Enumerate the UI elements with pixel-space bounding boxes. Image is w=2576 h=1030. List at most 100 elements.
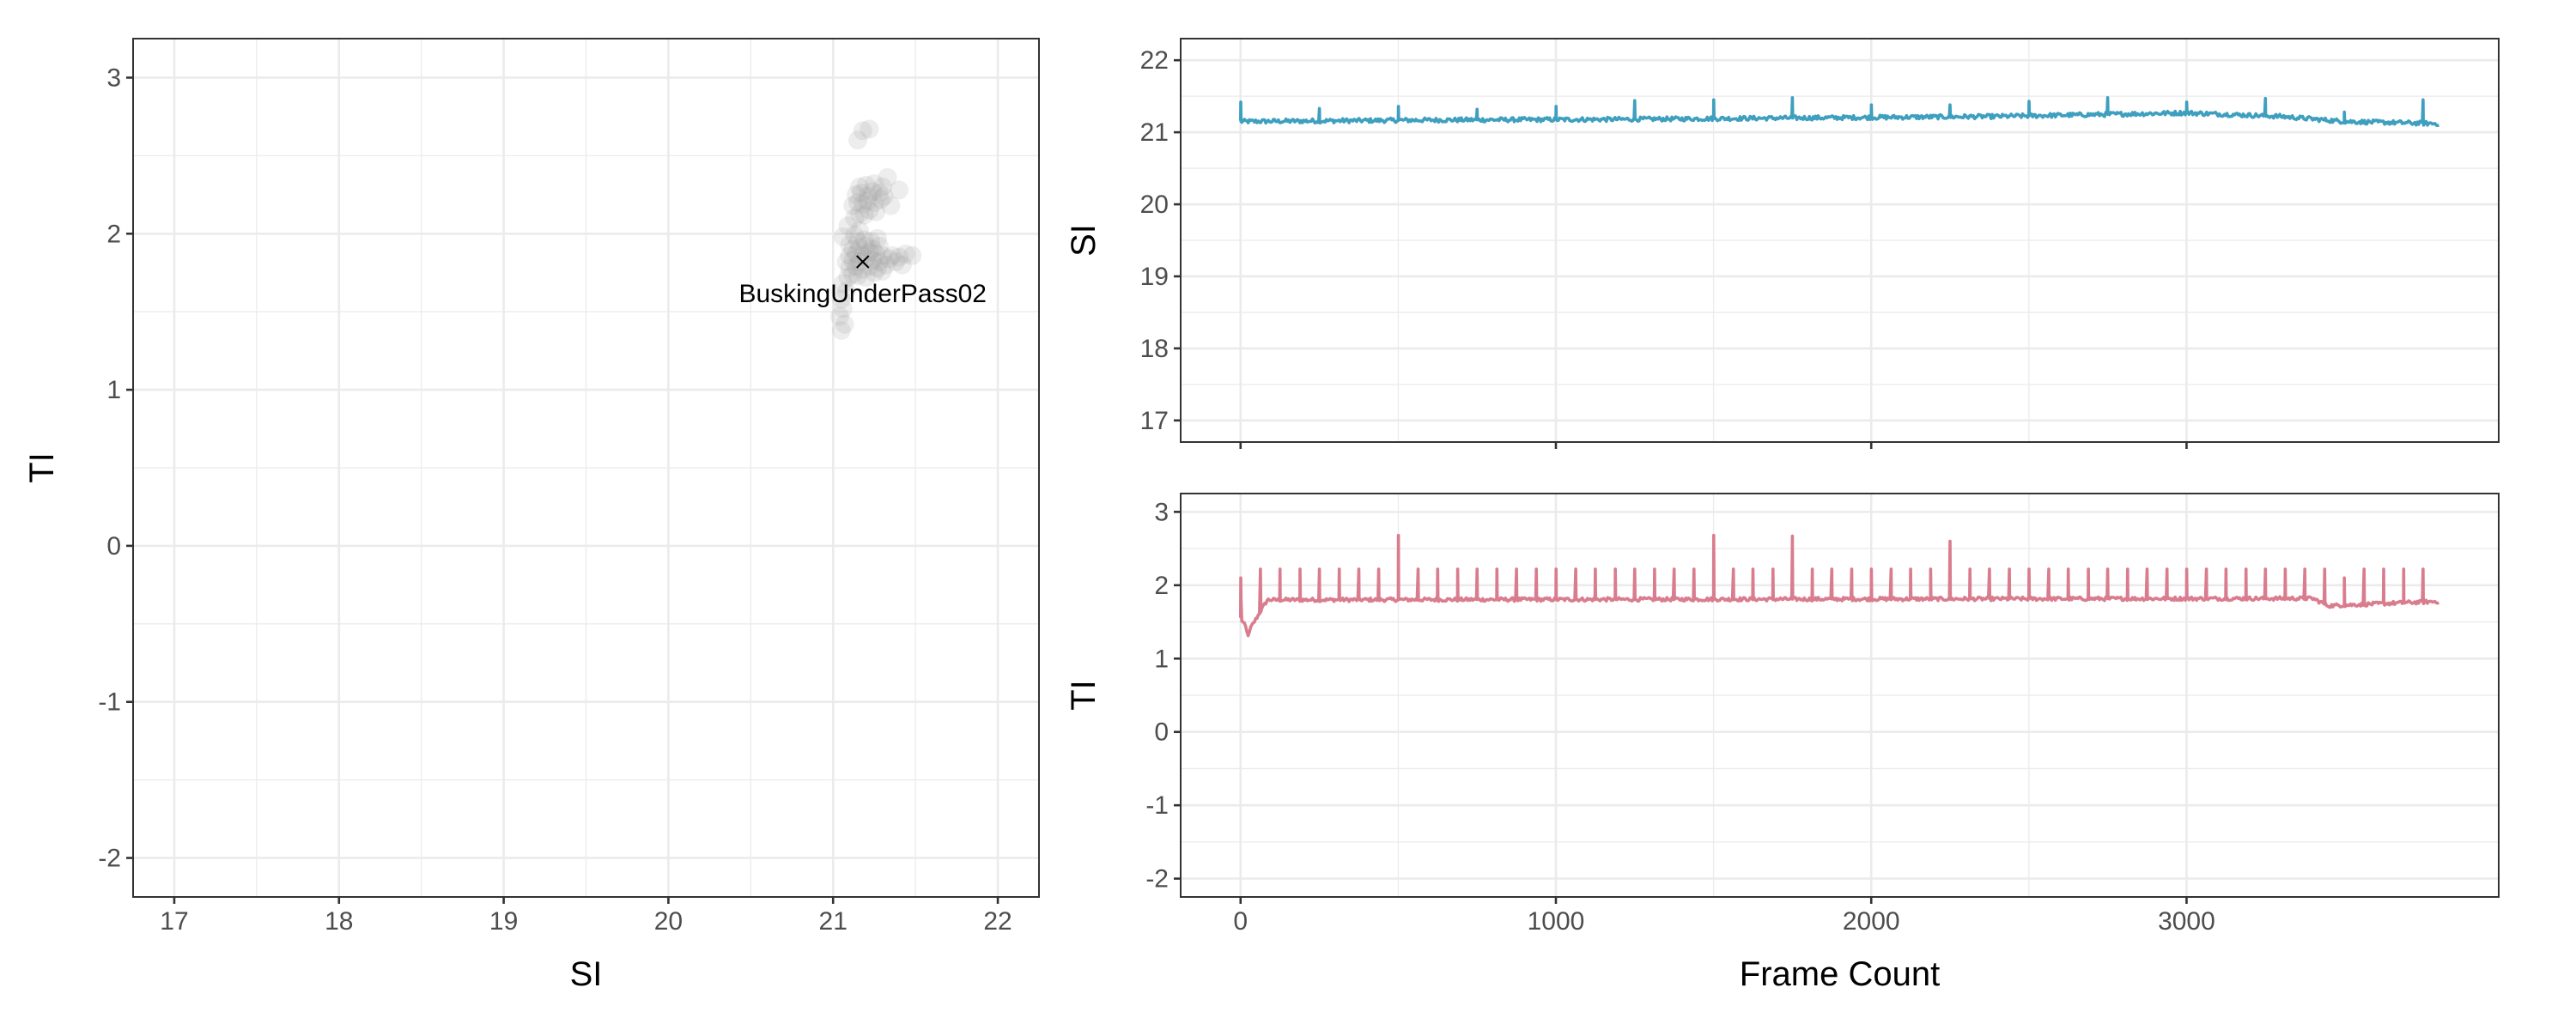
scatter-point [863, 239, 883, 259]
scatter-point [853, 245, 872, 265]
x-tick-label: 3000 [2158, 907, 2215, 936]
y-tick-label: 0 [1154, 718, 1169, 747]
scatter-point [869, 184, 889, 203]
scatter-point [861, 232, 881, 251]
x-tick-label: 20 [654, 907, 683, 936]
scatter-point [856, 236, 876, 256]
scatter-point [831, 289, 851, 309]
y-axis-title: TI [1065, 680, 1103, 711]
scatter-point [868, 258, 888, 278]
scatter-point [833, 227, 853, 246]
y-tick-label: 2 [106, 220, 121, 248]
scatter-point [840, 258, 860, 278]
si-ti-scatter-panel: 17 18 19 20 21 22 -2 -1 0 1 2 3 BuskingUnderPass02 SI… [23, 38, 1040, 993]
scatter-point [845, 209, 865, 228]
scatter-point [866, 202, 886, 221]
series-line [1239, 533, 2440, 638]
scatter-point [878, 167, 897, 187]
scatter-point [853, 260, 872, 280]
scatter-point [886, 252, 906, 271]
scatter-point [840, 245, 860, 265]
scatter-point [858, 186, 878, 206]
scatter-point [829, 306, 849, 326]
x-tick-label: 0 [1233, 907, 1248, 936]
scatter-point [848, 266, 867, 286]
scatter-point [848, 130, 867, 150]
scatter-point [838, 268, 858, 288]
x-tick-label: 17 [160, 907, 188, 936]
scatter-point [860, 119, 879, 139]
scatter-point [848, 192, 867, 212]
scatter-point [849, 203, 869, 223]
x-tick-label: 2000 [1843, 907, 1900, 936]
y-axis-title: TI [23, 452, 61, 483]
y-axis-title: SI [1065, 224, 1103, 257]
scatter-point [896, 244, 915, 264]
scatter-point [853, 194, 872, 214]
scatter-point [872, 177, 892, 197]
x-axis-title: SI [570, 955, 603, 993]
scatter-point [833, 274, 853, 294]
scatter-point [860, 201, 879, 220]
y-tick-label: -2 [98, 845, 121, 873]
y-tick-label: 2 [1154, 572, 1169, 600]
x-tick-label: 22 [983, 907, 1012, 936]
scatter-point [869, 236, 889, 256]
scatter-point [883, 245, 902, 265]
scatter-point [836, 252, 856, 271]
scatter-point [849, 177, 869, 197]
panel-border [1180, 493, 2500, 898]
scatter-point [847, 257, 866, 276]
x-tick-label: 21 [819, 907, 848, 936]
scatter-point [892, 255, 912, 275]
y-tick-label: 22 [1140, 46, 1169, 75]
scatter-point [836, 282, 856, 301]
series-line [1239, 96, 2440, 128]
y-tick-label: 20 [1140, 191, 1169, 219]
y-tick-label: -1 [98, 688, 121, 717]
scatter-point [866, 244, 886, 264]
y-tick-label: 19 [1140, 263, 1169, 291]
scatter-point [871, 190, 890, 209]
y-tick-label: 1 [106, 376, 121, 404]
scatter-point [872, 261, 892, 281]
scatter-point [843, 239, 863, 259]
scatter-point [838, 216, 858, 236]
y-tick-label: 3 [106, 64, 121, 92]
panel-border [132, 38, 1040, 898]
video-label: BuskingUnderPass02 [738, 280, 987, 308]
scatter-point [860, 257, 879, 276]
scatter-point [851, 184, 871, 203]
scatter-point [863, 182, 883, 202]
x-tick-label: 1000 [1528, 907, 1585, 936]
y-tick-label: -1 [1145, 791, 1169, 820]
panel-border [1180, 38, 2500, 443]
x-tick-label: 18 [325, 907, 353, 936]
x-axis-title: Frame Count [1740, 955, 1940, 993]
y-tick-label: 0 [106, 532, 121, 560]
x-tick-label: 19 [489, 907, 518, 936]
scatter-point [843, 264, 863, 284]
scatter-point [835, 314, 854, 334]
scatter-point [847, 185, 866, 204]
scatter-point [845, 226, 865, 245]
scatter-point [865, 263, 884, 282]
scatter-point [865, 174, 884, 194]
ti-line-panel: 0 1000 2000 3000 -2 -1 0 1 2 3 Frame Count TI [1065, 493, 2500, 993]
scatter-point [868, 228, 888, 248]
scatter-point [876, 255, 896, 275]
y-tick-label: -2 [1145, 865, 1169, 894]
scatter-point [840, 235, 860, 254]
y-tick-label: 18 [1140, 335, 1169, 363]
si-line-panel: 17 18 19 20 21 22 SI [1065, 38, 2500, 449]
scatter-point [889, 247, 908, 267]
scatter-point [856, 175, 876, 195]
y-tick-label: 3 [1154, 498, 1169, 526]
scatter-point [902, 245, 922, 265]
scatter-point [847, 244, 866, 264]
scatter-point [865, 192, 884, 212]
scatter-point [849, 238, 869, 258]
scatter-point [843, 196, 863, 215]
scatter-point [879, 249, 899, 269]
